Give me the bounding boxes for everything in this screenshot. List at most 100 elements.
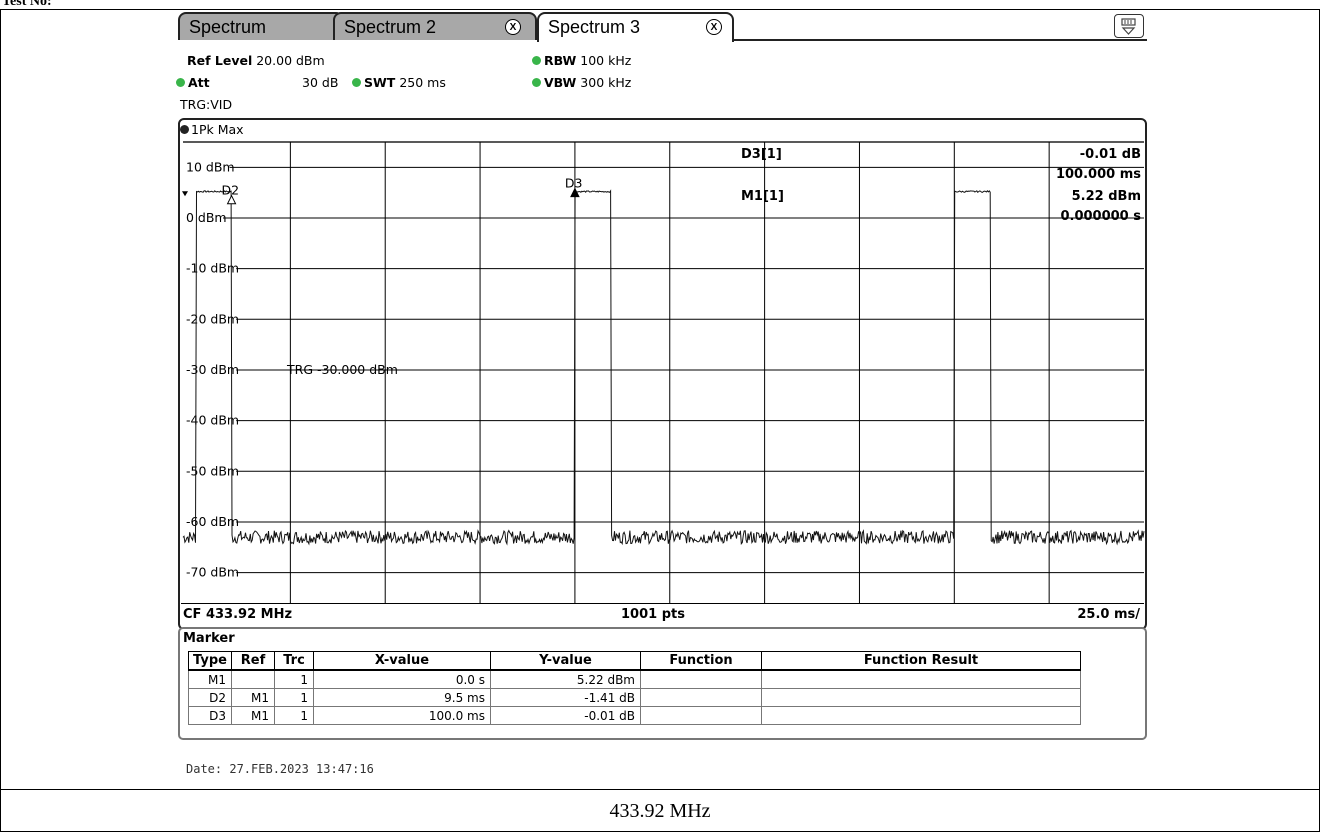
test-number-label: Test No:: [2, 0, 52, 9]
table-row[interactable]: D3 M1 1 100.0 ms -0.01 dB: [188, 706, 1081, 725]
marker-function-result: [761, 669, 1081, 689]
frequency-caption: 433.92 MHz: [0, 789, 1320, 833]
trigger-level-label: TRG -30.000 dBm: [286, 362, 398, 377]
vbw-label: VBW: [544, 75, 577, 90]
marker-x-value: 0.0 s: [313, 669, 491, 689]
marker-ref: M1: [231, 688, 275, 707]
center-frequency: CF 433.92 MHz: [183, 607, 293, 622]
marker-function-result: [761, 706, 1081, 725]
marker-type: M1: [188, 669, 232, 689]
column-header: Y-value: [490, 651, 641, 671]
swt-label: SWT: [364, 75, 396, 90]
column-header: Function Result: [761, 651, 1081, 671]
rbw-param: RBW 100 kHz: [532, 53, 631, 68]
att-label: Att: [188, 75, 210, 90]
close-icon[interactable]: X: [706, 19, 722, 35]
marker-label: D3: [565, 176, 583, 191]
att-value: 30 dB: [302, 75, 339, 90]
sweep-per-div: 25.0 ms/: [1077, 607, 1140, 622]
marker-triangle: [226, 194, 237, 205]
column-header: Trc: [274, 651, 314, 671]
column-header: Function: [640, 651, 762, 671]
trace-label-text: 1Pk Max: [191, 122, 244, 137]
y-tick-label: 10 dBm: [186, 159, 235, 174]
marker-table-header: Type Ref Trc X-value Y-value Function Fu…: [188, 651, 1081, 671]
status-dot-icon: [176, 78, 185, 87]
column-header: Type: [188, 651, 232, 671]
table-row[interactable]: D2 M1 1 9.5 ms -1.41 dB: [188, 688, 1081, 707]
trace-label: 1Pk Max: [180, 122, 244, 137]
marker-trace: 1: [274, 706, 314, 725]
ref-level-label: Ref Level: [187, 53, 253, 68]
close-icon[interactable]: X: [505, 19, 521, 35]
trace-line: [182, 189, 1145, 546]
marker-type: D2: [188, 688, 232, 707]
tab-label: Spectrum 2: [344, 17, 437, 37]
y-tick-label: -70 dBm: [186, 565, 239, 580]
marker-panel: Marker Type Ref Trc X-value Y-value Func…: [178, 627, 1147, 740]
vbw-param: VBW 300 kHz: [532, 75, 631, 90]
y-tick-label: 0 dBm: [186, 210, 227, 225]
column-header: Ref: [231, 651, 275, 671]
marker-function-result: [761, 688, 1081, 707]
capture-date: Date: 27.FEB.2023 13:47:16: [186, 762, 374, 776]
readout-value-2: 0.000000 s: [1060, 209, 1141, 224]
readout-label: D3[1]: [741, 147, 782, 162]
readout-value: -0.01 dB: [1080, 147, 1141, 162]
trigger-status: TRG:VID: [180, 97, 233, 112]
table-row[interactable]: M1 1 0.0 s 5.22 dBm: [188, 669, 1081, 689]
readout-label: M1[1]: [741, 189, 784, 204]
readout-value: 5.22 dBm: [1072, 189, 1141, 204]
marker-trace: 1: [274, 669, 314, 689]
marker-ref: [231, 669, 275, 689]
plot-footer: CF 433.92 MHz 1001 pts 25.0 ms/: [181, 603, 1144, 628]
marker-y-value: 5.22 dBm: [490, 669, 641, 689]
status-dot-icon: [532, 78, 541, 87]
y-tick-label: -20 dBm: [186, 311, 239, 326]
tab-spectrum-3[interactable]: Spectrum 3 X: [537, 12, 734, 42]
vbw-value: 300 kHz: [580, 75, 632, 90]
y-tick-label: -30 dBm: [186, 362, 239, 377]
readout-value-2: 100.000 ms: [1056, 167, 1141, 182]
screenshot-frame: [0, 9, 1320, 832]
menu-dropdown-button[interactable]: [1114, 14, 1144, 38]
status-dot-icon: [532, 56, 541, 65]
point-count: 1001 pts: [621, 607, 685, 622]
rbw-label: RBW: [544, 53, 577, 68]
marker-y-value: -1.41 dB: [490, 688, 641, 707]
ref-level-value: 20.00 dBm: [256, 53, 325, 68]
marker-function: [640, 688, 762, 707]
y-tick-label: -40 dBm: [186, 413, 239, 428]
trace-indicator-icon: [180, 125, 189, 134]
marker-panel-title: Marker: [183, 631, 235, 646]
tab-spectrum-2[interactable]: Spectrum 2 X: [333, 12, 537, 40]
y-tick-label: -60 dBm: [186, 514, 239, 529]
tab-spectrum[interactable]: Spectrum: [178, 12, 344, 40]
dropdown-menu-icon: [1121, 18, 1136, 35]
marker-triangle: [570, 187, 580, 198]
rbw-value: 100 kHz: [580, 53, 632, 68]
att-param: Att: [176, 75, 210, 90]
tab-label: Spectrum 3: [548, 17, 641, 37]
marker-function: [640, 669, 762, 689]
ref-marker-arrow: [182, 191, 188, 197]
column-header: X-value: [313, 651, 491, 671]
marker-ref: M1: [231, 706, 275, 725]
marker-y-value: -0.01 dB: [490, 706, 641, 725]
tab-bar-line: [733, 39, 1147, 41]
swt-param: SWT 250 ms: [352, 75, 446, 90]
marker-function: [640, 706, 762, 725]
marker-trace: 1: [274, 688, 314, 707]
ref-level-param: Ref Level 20.00 dBm: [187, 53, 325, 68]
marker-x-value: 100.0 ms: [313, 706, 491, 725]
plot-window: [178, 118, 1147, 630]
marker-table: Type Ref Trc X-value Y-value Function Fu…: [188, 651, 1081, 725]
tab-label: Spectrum: [189, 17, 267, 37]
y-tick-label: -10 dBm: [186, 261, 239, 276]
marker-type: D3: [188, 706, 232, 725]
status-dot-icon: [352, 78, 361, 87]
y-tick-label: -50 dBm: [186, 463, 239, 478]
marker-label: D2: [222, 183, 240, 198]
swt-value: 250 ms: [399, 75, 446, 90]
